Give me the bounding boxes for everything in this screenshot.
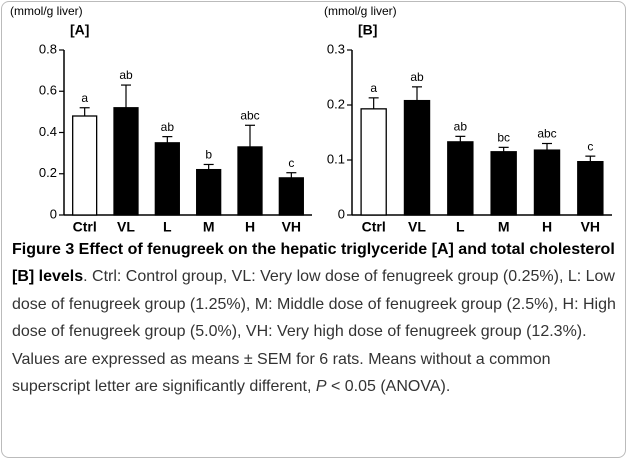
y-axis-label: (mmol/g liver) [10, 4, 83, 18]
y-tick-label: 0.3 [327, 41, 345, 56]
x-tick-label: Ctrl [362, 219, 386, 235]
y-tick-label: 0 [338, 206, 345, 221]
significance-letter: a [81, 91, 88, 105]
significance-letter: ab [161, 120, 175, 134]
y-tick-label: 0.2 [39, 165, 57, 180]
panel-label: [B] [358, 22, 377, 38]
y-tick-label: 0.6 [39, 83, 57, 98]
bar [113, 107, 139, 216]
significance-letter: abc [240, 108, 259, 122]
significance-letter: c [288, 156, 294, 170]
significance-letter: ab [454, 120, 468, 134]
bar [196, 168, 222, 216]
significance-letter: c [587, 139, 593, 153]
x-tick-label: VH [282, 219, 301, 235]
bar [490, 151, 517, 216]
x-tick-label: Ctrl [73, 219, 97, 235]
x-tick-label: M [498, 219, 510, 235]
bar [577, 160, 604, 216]
y-tick-label: 0.2 [327, 96, 345, 111]
y-tick-label: 0.1 [327, 151, 345, 166]
bar [154, 142, 180, 216]
x-tick-label: M [203, 219, 215, 235]
bar [533, 149, 561, 216]
x-tick-label: VL [408, 219, 426, 235]
caption: Figure 3 Effect of fenugreek on the hepa… [12, 236, 620, 400]
bar [72, 115, 98, 216]
x-tick-label: L [456, 219, 465, 235]
caption-title: Figure 3 Effect of fenugreek on the hepa… [12, 241, 615, 286]
bar [403, 99, 431, 216]
significance-letter: bc [497, 131, 510, 145]
bar [278, 177, 304, 216]
significance-letter: abc [537, 127, 556, 141]
y-tick-label: 0 [50, 206, 57, 221]
x-tick-label: H [542, 219, 552, 235]
significance-letter: ab [119, 68, 133, 82]
bar [447, 141, 474, 216]
x-tick-label: VH [581, 219, 600, 235]
caption-body: . Ctrl: Control group, VL: Very low dose… [12, 268, 616, 396]
x-tick-label: L [163, 219, 172, 235]
significance-letter: b [205, 148, 212, 162]
bar [360, 108, 387, 216]
y-axis-label: (mmol/g liver) [324, 4, 397, 18]
y-tick-label: 0.4 [39, 124, 57, 139]
x-tick-label: VL [117, 219, 135, 235]
y-tick-label: 0.8 [39, 41, 57, 56]
panel-label: [A] [70, 22, 89, 38]
caption-p: P [315, 378, 327, 396]
significance-letter: ab [410, 70, 424, 84]
caption-tail: < 0.05 (ANOVA). [326, 378, 451, 396]
x-tick-label: H [245, 219, 255, 235]
charts: (mmol/g liver)[A]00.20.40.60.8CtrlaVLabL… [10, 4, 612, 235]
bar [237, 146, 263, 216]
significance-letter: a [370, 81, 377, 95]
